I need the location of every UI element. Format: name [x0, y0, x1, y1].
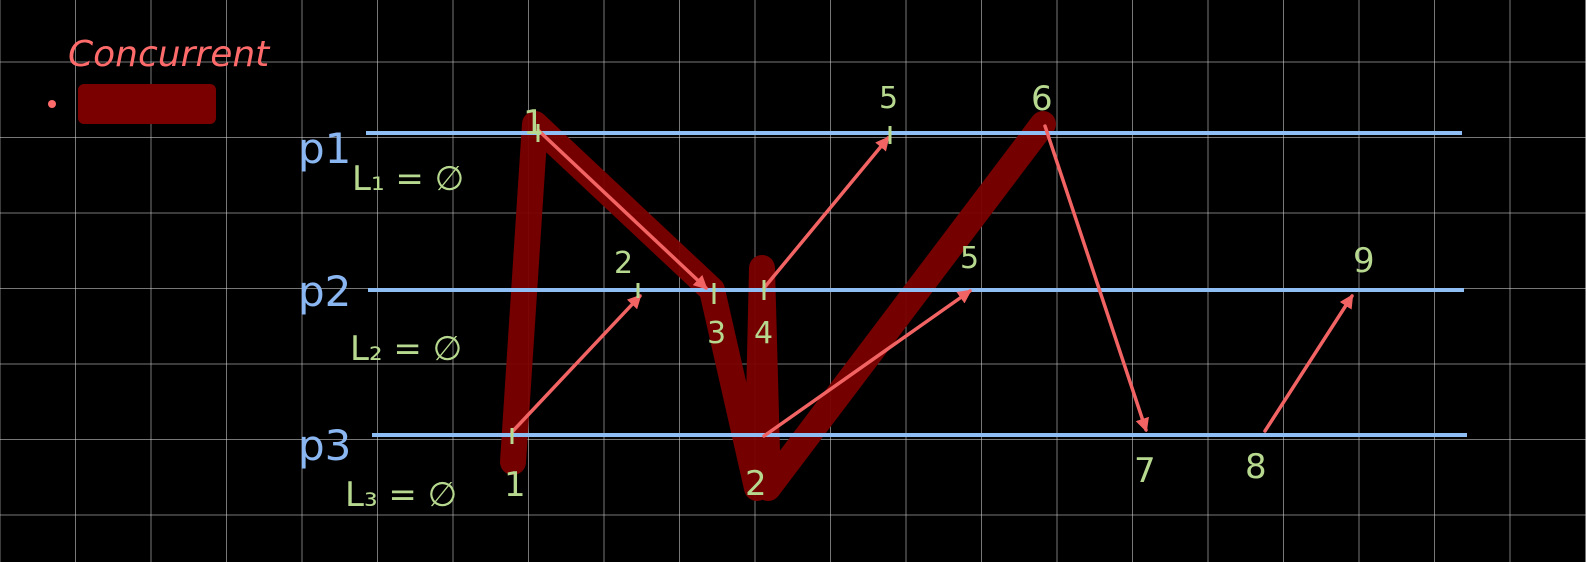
- event-label: 6: [1031, 79, 1053, 119]
- message-arrow: [510, 294, 642, 434]
- legend-highlight-swatch: [78, 84, 216, 124]
- concurrency-highlight: [500, 111, 1056, 501]
- message-arrow: [762, 136, 890, 290]
- process-label-p3: p3: [298, 421, 351, 470]
- clock-label-p2: L₂ = ∅: [350, 329, 462, 369]
- process-label-p2: p2: [298, 267, 351, 316]
- event-label: 2: [745, 464, 767, 504]
- title: Concurrent: [68, 34, 271, 75]
- event-label: 2: [614, 246, 633, 281]
- event-label: 5: [960, 241, 979, 276]
- event-label: 5: [879, 81, 898, 116]
- message-arrow: [1263, 294, 1354, 433]
- message-arrows: [510, 124, 1354, 438]
- message-arrow: [762, 289, 972, 438]
- event-label: 1: [523, 103, 545, 143]
- process-label-p1: p1: [298, 124, 351, 173]
- clock-label-p3: L₃ = ∅: [345, 475, 457, 515]
- event-label: 3: [707, 316, 726, 351]
- event-label: 7: [1134, 451, 1156, 491]
- event-ticks: [510, 124, 892, 444]
- legend-bullet-icon: [48, 100, 56, 108]
- message-arrow: [1043, 124, 1149, 433]
- event-label: 8: [1245, 447, 1267, 487]
- event-label: 1: [504, 465, 526, 505]
- clock-label-p1: L₁ = ∅: [352, 159, 464, 199]
- message-arrow: [536, 128, 708, 290]
- event-label: 9: [1353, 241, 1375, 281]
- event-label: 4: [754, 316, 773, 351]
